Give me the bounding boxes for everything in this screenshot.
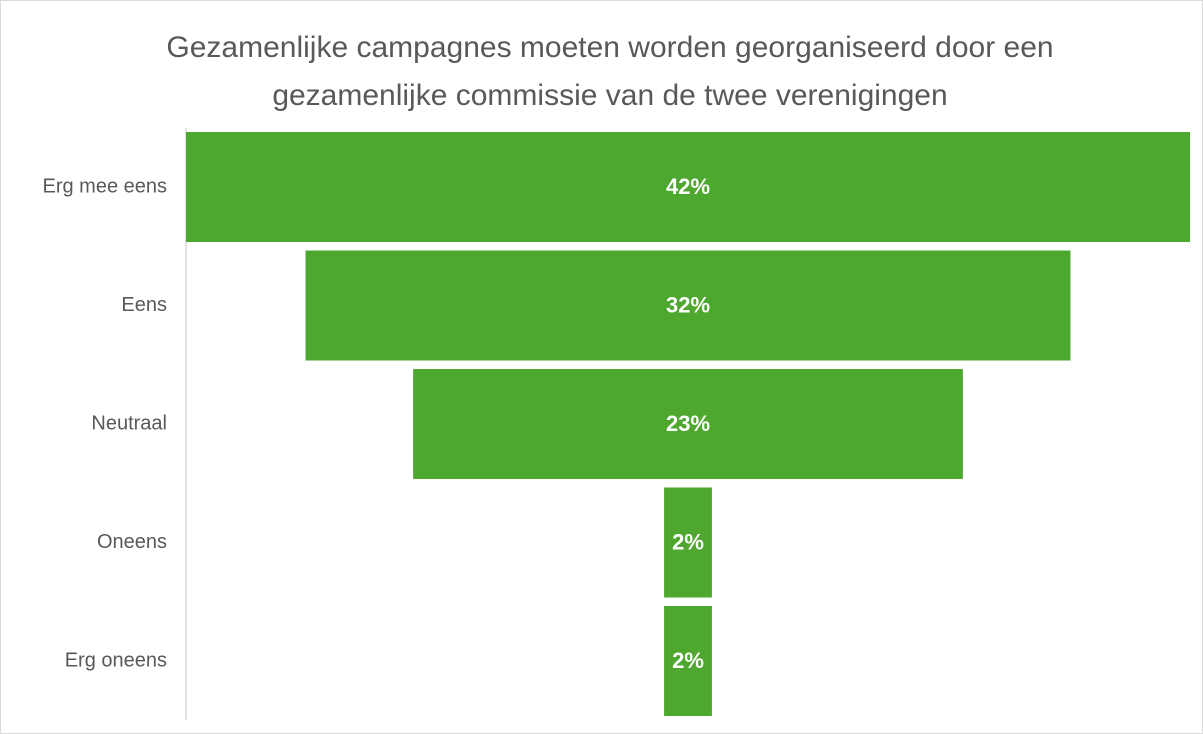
data-label: 23%: [666, 411, 710, 436]
data-label: 42%: [666, 174, 710, 199]
category-label: Eens: [121, 294, 167, 316]
category-label: Oneens: [97, 531, 167, 553]
category-label: Erg oneens: [65, 649, 167, 671]
funnel-bar: [305, 250, 1071, 361]
funnel-bar: [186, 132, 1190, 242]
chart-title: Gezamenlijke campagnes moeten worden geo…: [166, 31, 1054, 112]
funnel-bar: [413, 369, 963, 479]
data-label: 32%: [666, 292, 710, 317]
funnel-bar: [664, 606, 712, 716]
funnel-bar: [664, 487, 712, 598]
category-label: Erg mee eens: [42, 175, 167, 197]
data-label: 2%: [672, 648, 704, 673]
category-label: Neutraal: [91, 412, 167, 434]
data-label: 2%: [672, 529, 704, 554]
